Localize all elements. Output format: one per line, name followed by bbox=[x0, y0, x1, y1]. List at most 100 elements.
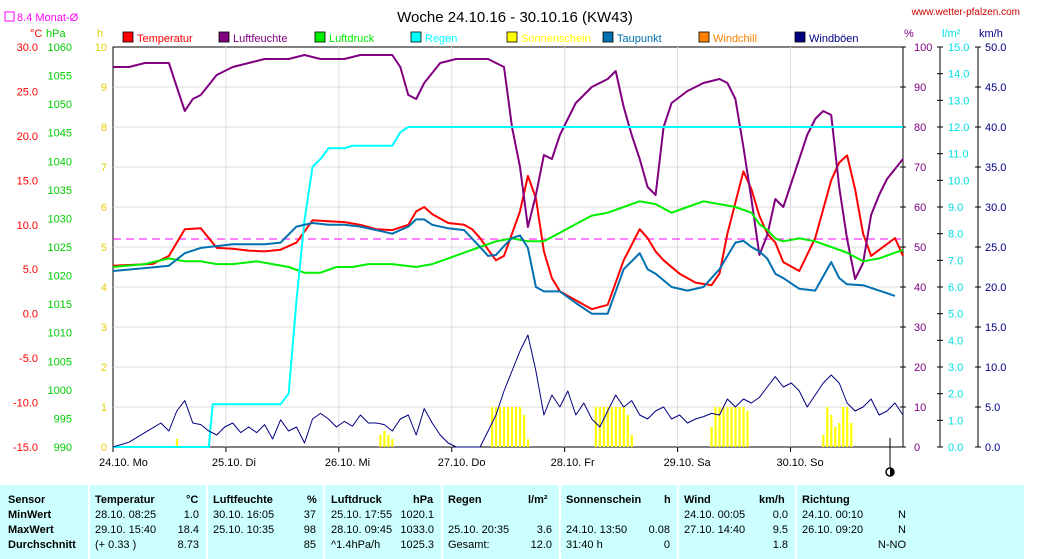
y-tick-humidity: 50 bbox=[914, 242, 926, 254]
summary-cell-rain-time: 25.10. 20:35 bbox=[448, 524, 510, 536]
sunshine-bar bbox=[746, 411, 749, 447]
summary-cell-hum-time: 30.10. 16:05 bbox=[213, 509, 275, 521]
y-tick-wind: 5.0 bbox=[985, 402, 1000, 414]
summary-cell-temp-val: 1.0 bbox=[183, 509, 199, 521]
summary-cell-sun-val: 0 bbox=[663, 539, 670, 551]
summary-cell-rain-time: Gesamt: bbox=[448, 539, 490, 551]
sunshine-bar bbox=[714, 407, 717, 447]
sunshine-bar bbox=[850, 423, 853, 447]
sunshine-bar bbox=[379, 435, 382, 447]
sunshine-bar bbox=[510, 407, 514, 447]
y-tick-humidity: 70 bbox=[914, 162, 926, 174]
summary-cell-sun-val: 0.08 bbox=[648, 524, 670, 536]
legend-label: Taupunkt bbox=[617, 33, 662, 45]
sunshine-bar bbox=[830, 415, 833, 447]
summary-cell-temp-val: 18.4 bbox=[177, 524, 199, 536]
sunshine-bar bbox=[514, 407, 518, 447]
sunshine-bar bbox=[718, 407, 721, 447]
sunshine-bar bbox=[499, 407, 502, 447]
x-axis: 24.10. Mo 25.10. Di 26.10. Mi 27.10. Do 28.1… bbox=[99, 447, 824, 469]
y-tick-temperature: -10.0 bbox=[13, 398, 38, 410]
y-tick-rain: 12.0 bbox=[948, 122, 969, 134]
y-tick-pressure: 1030 bbox=[48, 213, 72, 225]
y-tick-hours: 2 bbox=[101, 362, 107, 374]
x-tick-label: 27.10. Do bbox=[438, 457, 486, 469]
series-line-luftdruck bbox=[112, 200, 904, 274]
legend-swatch bbox=[122, 31, 134, 43]
summary-cell-temp-time: 29.10. 15:40 bbox=[95, 524, 157, 536]
summary-cell-press-val: 1020.1 bbox=[400, 509, 434, 521]
y-tick-pressure: 1050 bbox=[48, 99, 72, 111]
header-rain: Regen bbox=[448, 494, 482, 506]
legend-swatch bbox=[218, 31, 230, 43]
x-tick-label: 26.10. Mi bbox=[325, 457, 370, 469]
sunshine-bar bbox=[526, 439, 530, 447]
y-tick-rain: 6.0 bbox=[948, 282, 963, 294]
y-tick-hours: 0 bbox=[101, 442, 107, 454]
summary-cell-wind-val: 9.5 bbox=[772, 524, 788, 536]
sunshine-bar bbox=[842, 407, 845, 447]
y-tick-rain: 8.0 bbox=[948, 229, 963, 241]
y-tick-humidity: 0 bbox=[914, 442, 920, 454]
y-tick-humidity: 80 bbox=[914, 122, 926, 134]
sunshine-bar bbox=[738, 407, 741, 447]
y-tick-temperature: 30.0 bbox=[17, 42, 38, 54]
header-temperature: Temperatur bbox=[95, 494, 155, 506]
sunshine-bar bbox=[834, 427, 837, 447]
header-direction: Richtung bbox=[802, 494, 850, 506]
summary-cell-temp-val: 8.73 bbox=[177, 539, 199, 551]
header-pressure-unit: hPa bbox=[413, 494, 434, 506]
header-pressure: Luftdruck bbox=[331, 494, 382, 506]
y-tick-temperature: 10.0 bbox=[17, 220, 38, 232]
legend-label: Regen bbox=[425, 33, 457, 45]
y-tick-rain: 0.0 bbox=[948, 442, 963, 454]
legend-swatch bbox=[506, 31, 518, 43]
summary-cell-hum-val: 98 bbox=[303, 524, 316, 536]
sunshine-bar bbox=[522, 415, 526, 447]
legend-label: Luftdruck bbox=[329, 33, 375, 45]
y-tick-wind: 50.0 bbox=[985, 42, 1006, 54]
table-divider bbox=[795, 485, 797, 559]
sunshine-bar bbox=[722, 407, 725, 447]
y-tick-wind: 35.0 bbox=[985, 162, 1006, 174]
axis-unit-wind: km/h bbox=[979, 28, 1003, 40]
y-tick-rain: 1.0 bbox=[948, 415, 963, 427]
summary-cell-rain-val: 12.0 bbox=[530, 539, 552, 551]
summary-cell-wind-val: 1.8 bbox=[772, 539, 788, 551]
sunshine-bar bbox=[626, 415, 629, 447]
source-link[interactable]: www.wetter-pfalzen.com bbox=[911, 7, 1020, 18]
summary-cell-temp-time: 28.10. 08:25 bbox=[95, 509, 157, 521]
y-tick-rain: 7.0 bbox=[948, 255, 963, 267]
y-tick-temperature: -5.0 bbox=[19, 353, 38, 365]
y-tick-humidity: 10 bbox=[914, 402, 926, 414]
summary-cell-temp-time: (+ 0.33 ) bbox=[95, 539, 137, 551]
summary-cell-dir-val: N bbox=[898, 509, 906, 521]
y-tick-pressure: 1055 bbox=[48, 71, 72, 83]
summary-cell-label: MinWert bbox=[8, 509, 52, 521]
sunshine-bar bbox=[606, 407, 609, 447]
y-tick-wind: 25.0 bbox=[985, 242, 1006, 254]
summary-cell-press-time: 28.10. 09:45 bbox=[331, 524, 393, 536]
y-tick-pressure: 1005 bbox=[48, 356, 72, 368]
weather-week-chart: Woche 24.10.16 - 30.10.16 (KW43) www.wet… bbox=[4, 7, 1020, 477]
sunshine-bar bbox=[491, 407, 494, 447]
sunshine-bar bbox=[826, 407, 829, 447]
y-tick-wind: 20.0 bbox=[985, 282, 1006, 294]
legend-swatch bbox=[794, 31, 806, 43]
y-tick-rain: 4.0 bbox=[948, 335, 963, 347]
chart-series bbox=[112, 54, 904, 448]
y-tick-temperature: 20.0 bbox=[17, 131, 38, 143]
series-line-taupunkt bbox=[112, 218, 896, 315]
sunshine-bar bbox=[503, 407, 506, 447]
axis-unit-humidity: % bbox=[904, 28, 914, 40]
y-tick-wind: 15.0 bbox=[985, 322, 1006, 334]
sunshine-bar bbox=[618, 407, 621, 447]
x-tick-label: 28.10. Fr bbox=[551, 457, 595, 469]
summary-cell-wind-time: 27.10. 14:40 bbox=[684, 524, 746, 536]
table-divider bbox=[441, 485, 443, 559]
header-wind: Wind bbox=[684, 494, 711, 506]
table-divider bbox=[206, 485, 208, 559]
chart-legend: Temperatur Luftfeuchte Luftdruck Regen Sonne… bbox=[122, 31, 859, 45]
summary-cell-hum-val: 85 bbox=[303, 539, 316, 551]
y-tick-hours: 4 bbox=[101, 282, 107, 294]
